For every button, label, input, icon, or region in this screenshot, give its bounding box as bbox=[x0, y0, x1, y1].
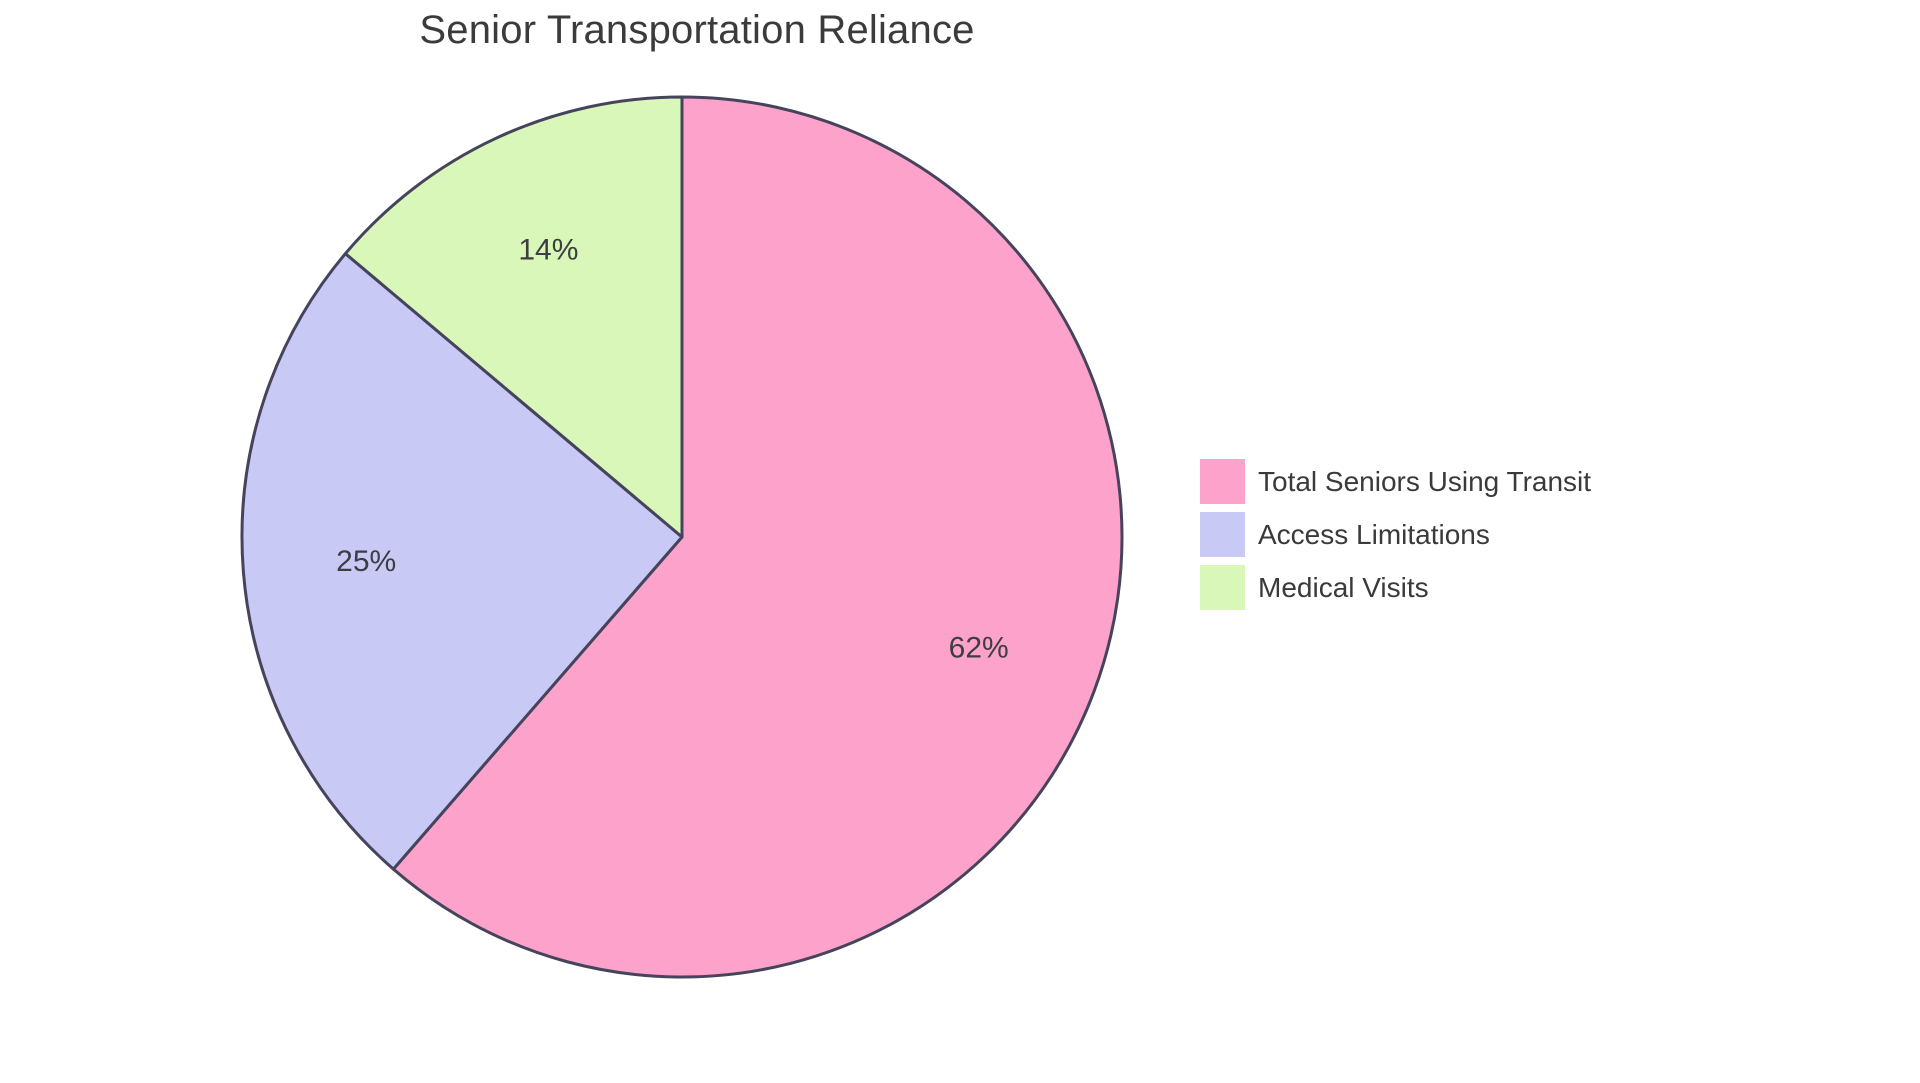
slice-percent-label: 25% bbox=[336, 545, 396, 578]
chart-title: Senior Transportation Reliance bbox=[419, 8, 975, 52]
legend-swatch bbox=[1200, 565, 1245, 610]
legend-swatch bbox=[1200, 459, 1245, 504]
pie-slice-total-seniors-using-transit bbox=[391, 95, 1124, 979]
legend-item: Total Seniors Using Transit bbox=[1200, 459, 1591, 504]
legend-label: Medical Visits bbox=[1258, 571, 1429, 603]
slice-percent-label: 62% bbox=[949, 631, 1009, 664]
legend-label: Access Limitations bbox=[1258, 518, 1490, 550]
slice-percent-label: 14% bbox=[518, 233, 578, 266]
legend-label: Total Seniors Using Transit bbox=[1258, 465, 1592, 497]
legend: Total Seniors Using Transit Access Limita… bbox=[1200, 459, 1591, 610]
pie-slice-medical-visits bbox=[343, 95, 684, 539]
legend-item: Medical Visits bbox=[1200, 565, 1591, 610]
pie-slice-access-limitations bbox=[240, 252, 684, 871]
legend-item: Access Limitations bbox=[1200, 512, 1591, 557]
legend-swatch bbox=[1200, 512, 1245, 557]
